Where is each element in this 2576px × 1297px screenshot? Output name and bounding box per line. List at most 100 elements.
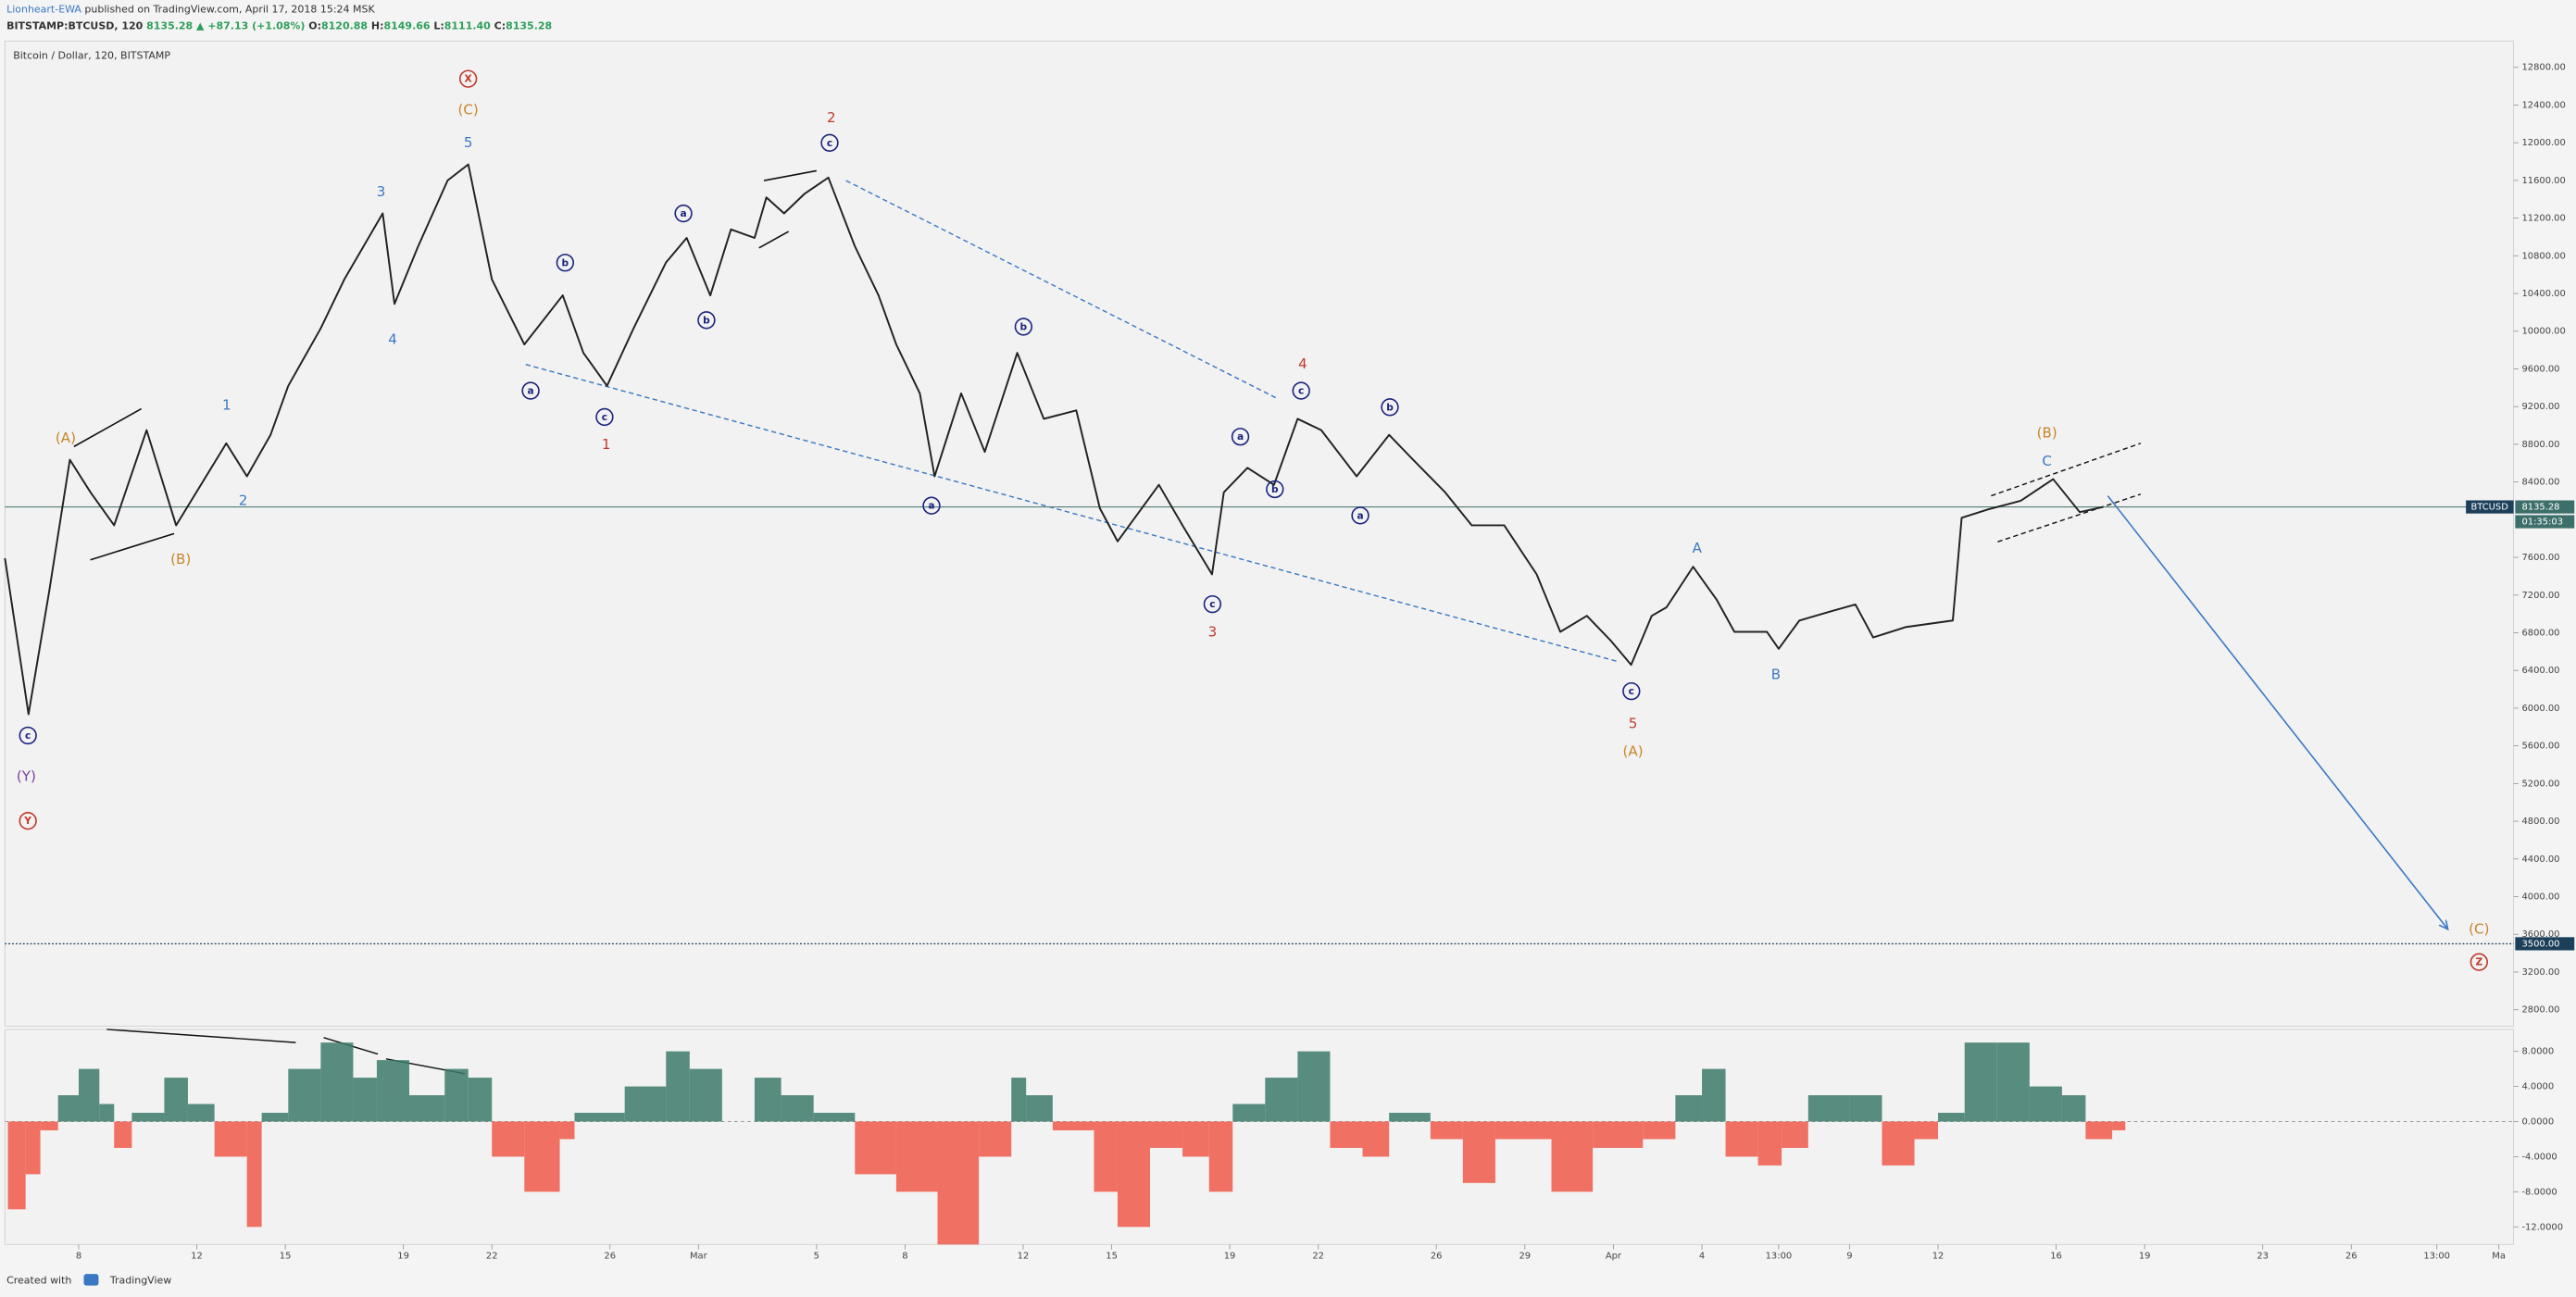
chart-title: Bitcoin / Dollar, 120, BITSTAMP <box>13 49 170 61</box>
wave-label: 5 <box>464 134 473 151</box>
x-tick-label: 15 <box>280 1252 292 1262</box>
ohlc-key: L: <box>433 19 444 31</box>
oscillator-bar <box>2085 1121 2113 1140</box>
wave-label: A <box>1693 540 1703 556</box>
oscillator-bar <box>1551 1121 1594 1192</box>
oscillator-bar <box>937 1121 980 1245</box>
x-tick-label: 29 <box>1519 1252 1531 1262</box>
x-tick-label: 8 <box>76 1252 81 1262</box>
y-tick-label: -8.0000 <box>2521 1187 2557 1197</box>
wave-label: C <box>2042 453 2052 469</box>
oscillator-bar <box>1782 1121 1808 1148</box>
symbol-line: BITSTAMP:BTCUSD, 120 8135.28 ▲ +87.13 (+… <box>6 19 552 31</box>
trend-line <box>845 180 1279 400</box>
y-tick-label: 12000.00 <box>2521 138 2565 148</box>
oscillator-bar <box>1150 1121 1183 1148</box>
y-tick-label: 5200.00 <box>2521 779 2559 789</box>
x-tick-label: 13:00 <box>2423 1252 2450 1262</box>
x-tick-label: 26 <box>604 1252 616 1262</box>
y-tick-label: 6800.00 <box>2521 628 2559 638</box>
countdown-box <box>2515 515 2575 529</box>
wave-label: c <box>25 730 31 742</box>
y-tick-label: 0.0000 <box>2521 1116 2554 1127</box>
oscillator-bar <box>1232 1104 1266 1122</box>
oscillator-bar <box>754 1078 782 1122</box>
oscillator-bar <box>1725 1121 1758 1157</box>
oscillator-bar <box>813 1113 856 1122</box>
oscillator-bar <box>7 1121 26 1210</box>
divergence-line <box>106 1029 296 1043</box>
y-tick-label: 4.0000 <box>2521 1082 2554 1092</box>
ohlc-value: 8120.88 <box>321 19 368 31</box>
wave-label: 2 <box>239 492 248 508</box>
level-label-box <box>2515 937 2575 951</box>
y-tick-label: 4800.00 <box>2521 817 2559 827</box>
wave-circle <box>820 133 839 152</box>
x-tick-label: 19 <box>2139 1252 2151 1262</box>
oscillator-bar <box>1462 1121 1495 1183</box>
oscillator-bar <box>1389 1113 1431 1122</box>
y-tick-label: 9600.00 <box>2521 364 2559 374</box>
oscillator-bar <box>1593 1121 1644 1148</box>
y-tick-label: 8400.00 <box>2521 478 2559 488</box>
oscillator-bar <box>979 1121 1012 1157</box>
oscillator-bar <box>1643 1121 1676 1140</box>
x-tick-label: 16 <box>2050 1252 2062 1262</box>
y-tick-label: 4000.00 <box>2521 892 2559 903</box>
footer-brand[interactable]: TradingView <box>109 1274 171 1286</box>
oscillator-bar <box>1849 1095 1882 1122</box>
wave-label: (B) <box>170 551 191 567</box>
wave-circle <box>19 812 37 830</box>
wave-label: c <box>827 137 832 149</box>
oscillator-bar <box>1430 1121 1463 1140</box>
oscillator-bar <box>1297 1051 1331 1122</box>
y-tick-label: 2800.00 <box>2521 1005 2559 1016</box>
oscillator-bar <box>376 1060 409 1122</box>
symbol-label: BTCUSD <box>2470 503 2508 513</box>
oscillator-bar <box>57 1095 80 1122</box>
last-price-label: 8135.28 <box>2521 503 2559 513</box>
oscillator-bar <box>1494 1121 1552 1140</box>
oscillator-bar <box>1026 1095 1053 1122</box>
author[interactable]: Lionheart-EWA <box>6 4 81 16</box>
symbol: BITSTAMP:BTCUSD, 120 <box>6 19 144 31</box>
header-line: Lionheart-EWA published on TradingView.c… <box>6 4 375 16</box>
last-price-box <box>2515 500 2575 514</box>
y-tick-label: 6400.00 <box>2521 666 2559 676</box>
wave-label: a <box>928 500 934 512</box>
oscillator-bar <box>1182 1121 1209 1157</box>
oscillator-bar <box>689 1068 722 1122</box>
oscillator-bar <box>1938 1113 1965 1122</box>
oscillator-bar <box>261 1113 289 1122</box>
oscillator-bar <box>353 1078 377 1122</box>
oscillator-bar <box>1757 1121 1782 1166</box>
oscillator-bar <box>25 1121 41 1175</box>
wave-label: c <box>1629 685 1634 697</box>
oscillator-bar <box>79 1068 100 1122</box>
y-tick-label: 3200.00 <box>2521 967 2559 978</box>
wave-circle <box>1203 594 1222 614</box>
y-tick-label: -4.0000 <box>2521 1152 2557 1162</box>
y-tick-label: 6000.00 <box>2521 704 2559 714</box>
wave-label: 1 <box>222 397 231 414</box>
y-tick-label: 7200.00 <box>2521 591 2559 601</box>
x-tick-label: Apr <box>1606 1252 1622 1262</box>
wave-circle <box>19 726 37 745</box>
wave-label: 5 <box>1629 716 1638 732</box>
oscillator-bar <box>2061 1095 2086 1122</box>
ohlc-key: C: <box>494 19 506 31</box>
oscillator-bar <box>1807 1095 1850 1122</box>
channel-line <box>1997 493 2142 542</box>
trend-line <box>758 231 790 249</box>
wave-circle <box>521 381 540 400</box>
oscillator-bar <box>559 1121 575 1140</box>
x-tick-label: 23 <box>2257 1252 2269 1262</box>
price-pane <box>4 40 2515 1027</box>
x-tick-label: 22 <box>1312 1252 1324 1262</box>
y-tick-label: 9200.00 <box>2521 402 2559 412</box>
wave-label: X <box>465 73 472 85</box>
wave-circle <box>2470 953 2488 971</box>
oscillator-bar <box>1094 1121 1118 1192</box>
oscillator-bar <box>781 1095 814 1122</box>
x-tick-label: Mar <box>690 1252 708 1262</box>
